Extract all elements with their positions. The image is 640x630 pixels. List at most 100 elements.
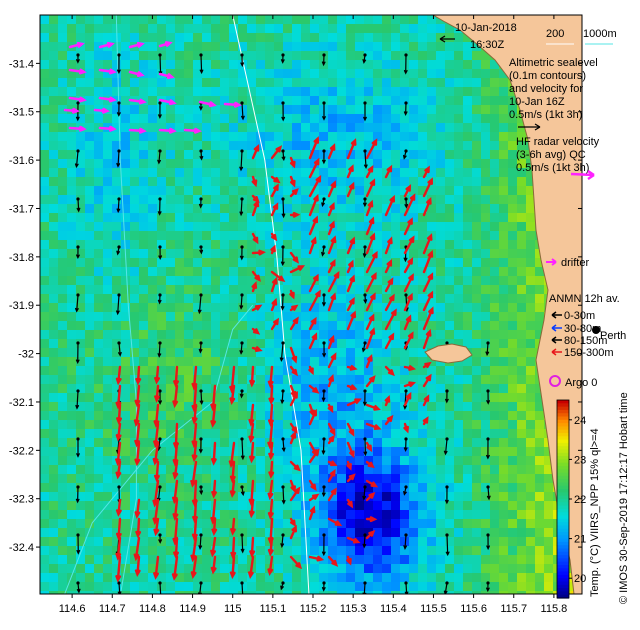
- altimetry-vector: [362, 246, 367, 259]
- altimetry-vector: [198, 534, 203, 550]
- hf-vector: [289, 251, 299, 264]
- colorbar-segment: [557, 528, 569, 533]
- colorbar-segment: [557, 413, 569, 418]
- colorbar-tick-label: 22: [574, 494, 586, 506]
- hf-vector: [403, 235, 415, 255]
- hf-vector: [403, 273, 414, 293]
- hf-vector: [308, 479, 317, 491]
- hf-vector: [365, 232, 376, 255]
- hf-vector: [346, 259, 354, 274]
- altimetry-vector: [159, 582, 162, 594]
- colorbar-segment: [557, 479, 569, 484]
- hf-vector: [152, 479, 160, 508]
- x-tick-label: 115.3: [340, 603, 367, 615]
- hf-vector: [327, 422, 336, 436]
- hf-vector: [346, 164, 354, 179]
- colorbar-segment: [557, 436, 569, 441]
- drifter-vector: [68, 96, 87, 103]
- anmn-legend-title: ANMN 12h av.: [549, 293, 620, 305]
- drifter-vector: [158, 98, 177, 106]
- hf-vector: [403, 184, 412, 198]
- altimetry-vector: [322, 294, 326, 307]
- svg-text:80-150m: 80-150m: [564, 335, 607, 347]
- altimetry-vector: [363, 102, 367, 122]
- hf-vector: [327, 555, 339, 567]
- altimetry-vector: [281, 102, 286, 122]
- altimetry-vector: [116, 102, 121, 117]
- argo-label: Argo 0: [565, 377, 597, 389]
- hf-vector: [403, 292, 413, 312]
- altimetry-vector: [241, 582, 244, 594]
- x-tick-label: 114.6: [59, 603, 86, 615]
- altimetry-vector: [485, 342, 490, 357]
- hf-vector: [422, 361, 432, 369]
- colorbar-segment: [557, 489, 569, 493]
- perth-label: Perth: [600, 330, 626, 342]
- svg-text:150-300m: 150-300m: [564, 347, 614, 359]
- hf-vector: [134, 498, 141, 519]
- hf-vector: [249, 441, 255, 464]
- hf-vector: [365, 199, 374, 217]
- hf-vector: [346, 460, 352, 471]
- hf-vector: [211, 479, 217, 499]
- altimetry-vector: [239, 150, 244, 172]
- y-tick-label: -32.1: [9, 397, 34, 409]
- hf-vector: [248, 422, 255, 444]
- hf-vector: [365, 271, 377, 293]
- hf-vector: [115, 536, 122, 561]
- colorbar-segment: [557, 466, 569, 470]
- hf-vector: [229, 479, 236, 498]
- hf-vector: [270, 276, 278, 293]
- hf-vector: [289, 265, 306, 274]
- hf-vector: [422, 416, 429, 426]
- altimetry-vector: [118, 342, 122, 357]
- hf-vector: [210, 536, 217, 558]
- isobath-label-200: 200: [546, 28, 564, 40]
- hf-vector: [249, 365, 255, 388]
- hf-vector: [270, 297, 278, 312]
- hf-vector: [365, 313, 375, 331]
- altimetry-vectors: [74, 53, 491, 594]
- colorbar-segment: [557, 588, 569, 592]
- isobath-1000m-south: [64, 304, 254, 594]
- colorbar-segment: [557, 403, 569, 408]
- colorbar-tick-label: 20: [574, 573, 586, 585]
- hf-vector: [308, 332, 318, 350]
- colorbar-segment: [557, 525, 569, 530]
- altimetry-vector: [239, 390, 244, 399]
- x-tick-label: 115.8: [541, 603, 568, 615]
- hf-vector: [327, 258, 336, 274]
- altimetry-vector: [361, 342, 366, 353]
- altimetry-vector: [279, 342, 284, 363]
- hf-vector: [384, 332, 395, 350]
- hf-vector: [308, 555, 325, 562]
- colorbar-segment: [557, 551, 569, 556]
- anmn-legend-150-300: 150-300m: [551, 347, 614, 359]
- hf-vector: [270, 175, 281, 184]
- y-tick-label: -32.4: [9, 542, 34, 554]
- x-tick-label: 114.7: [99, 603, 126, 615]
- hf-vector: [251, 232, 259, 245]
- hf-vector: [229, 555, 236, 580]
- temperature-colorbar: 24 23 22 21 20: [556, 399, 586, 599]
- x-tick-label: 115.1: [259, 603, 286, 615]
- y-tick-label: -31.5: [9, 107, 34, 119]
- hf-vector: [365, 292, 376, 312]
- hf-vector: [249, 536, 256, 558]
- altimetry-vector: [240, 534, 245, 554]
- hf-vector: [248, 403, 255, 427]
- altimetry-vector: [158, 102, 162, 119]
- hf-vector: [308, 136, 320, 160]
- hf-vector: [172, 460, 179, 480]
- hf-vector: [289, 346, 298, 364]
- hf-vector: [308, 289, 321, 312]
- hf-vector: [289, 304, 299, 312]
- altimetry-vector: [486, 438, 490, 460]
- hf-vector: [248, 555, 255, 580]
- hf-vector: [153, 517, 160, 537]
- hf-vector: [346, 310, 357, 331]
- hf-vector: [422, 233, 433, 255]
- altimetry-vector: [158, 246, 163, 260]
- hf-vector: [346, 138, 357, 160]
- time-label: 16:30Z: [470, 39, 505, 51]
